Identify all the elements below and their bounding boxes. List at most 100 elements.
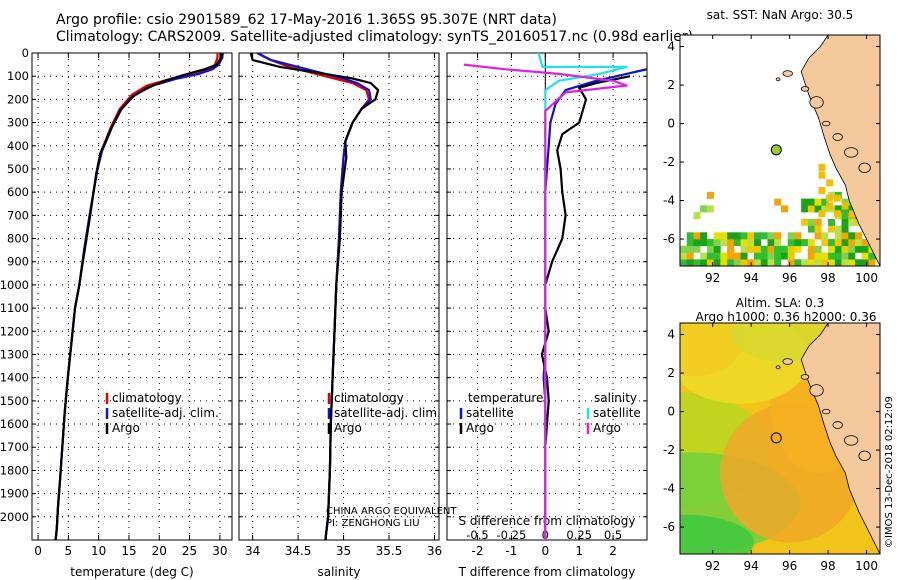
sst-pixel — [700, 259, 708, 266]
y-tick-label: 1800 — [0, 463, 29, 477]
sst-pixel — [747, 239, 755, 247]
sst-pixel — [848, 259, 856, 266]
x-tick-label: 98 — [820, 271, 835, 285]
sst-pixel — [693, 232, 701, 240]
sst-pixel — [814, 232, 822, 240]
island — [844, 147, 859, 158]
series-line-temperature-argo — [540, 75, 631, 540]
sst-pixel — [700, 232, 708, 240]
temperature-profile: 0 5 10 15 20 25 300100200300400500600700800900… — [0, 46, 233, 579]
island — [821, 120, 831, 127]
sst-pixel — [841, 212, 849, 220]
sst-pixel — [848, 239, 856, 247]
sst-pixel — [780, 205, 788, 213]
sst-pixel — [814, 205, 822, 213]
sst-pixel — [700, 239, 708, 247]
y-tick-label: 1500 — [0, 394, 29, 408]
sst-pixel — [868, 252, 876, 260]
island — [844, 435, 859, 446]
sst-pixel — [848, 218, 856, 226]
argo-position-marker — [770, 432, 782, 444]
sst-pixel — [848, 252, 856, 260]
y-tick-label: 1100 — [0, 301, 29, 315]
x-tick-label: 0 — [541, 544, 549, 558]
legend-title-temperature: temperature — [468, 391, 543, 405]
sla-field — [680, 323, 746, 377]
sst-pixel — [720, 239, 728, 247]
y-tick-label: -6 — [663, 232, 675, 246]
sst-pixel — [807, 252, 815, 260]
sst-pixel — [740, 259, 748, 266]
map-subtitle: Argo h1000: 0.36 h2000: 0.36 — [696, 310, 877, 324]
sst-pixel — [713, 245, 721, 253]
sst-pixel — [700, 252, 708, 260]
sst-pixel — [713, 252, 721, 260]
sst-pixel — [754, 245, 762, 253]
sst-pixel — [706, 245, 714, 253]
y-tick-label: -2 — [663, 443, 675, 457]
x-tick-label: 20 — [152, 544, 167, 558]
sst-pixel — [841, 252, 849, 260]
y-tick-label: -4 — [663, 194, 675, 208]
secondary-tick-label: 0.25 — [566, 528, 592, 542]
land-mass — [800, 35, 880, 266]
sst-pixel — [855, 245, 862, 253]
sst-pixel — [720, 259, 728, 266]
sst-pixel — [807, 198, 815, 206]
island — [800, 374, 810, 380]
sst-pixel — [814, 198, 822, 206]
sst-pixel — [740, 232, 748, 240]
sst-pixel — [693, 245, 701, 253]
sst-pixel — [828, 245, 836, 253]
sst-pixel — [747, 245, 755, 253]
x-tick-label: 100 — [855, 559, 878, 573]
sst-pixel — [686, 245, 694, 253]
sst-pixel — [828, 218, 836, 226]
difference-profile: -2 -1 0 1 2 T difference from climatology S di… — [446, 52, 648, 579]
x-tick-label: 94 — [744, 559, 759, 573]
y-tick-label: 1700 — [0, 440, 29, 454]
sst-pixel — [680, 259, 687, 266]
sst-pixel — [727, 245, 735, 253]
salinity-profile: 34 34.5 35 35.5 36 salinity climatologysatelli… — [238, 52, 442, 579]
x-tick-label: 94 — [744, 271, 759, 285]
sst-pixel — [834, 205, 842, 213]
sst-pixel — [861, 239, 869, 247]
x-tick-label: 100 — [855, 271, 878, 285]
sst-pixel — [693, 239, 701, 247]
sst-pixel — [700, 205, 708, 213]
secondary-axis-label: S difference from climatology — [459, 514, 636, 528]
sst-pixel — [686, 259, 694, 266]
x-tick-label: -2 — [472, 544, 484, 558]
sst-pixel — [818, 210, 826, 218]
x-tick-label: 92 — [705, 559, 720, 573]
sst-pixel — [818, 187, 826, 195]
sst-pixel — [727, 252, 735, 260]
plot-frame — [446, 52, 648, 541]
sst-pixel — [828, 259, 836, 266]
sst-pixel — [774, 239, 782, 247]
sst-pixel — [780, 245, 788, 253]
sst-pixel — [754, 252, 762, 260]
legend-entry: climatology — [112, 391, 182, 405]
sst-pixel — [706, 252, 714, 260]
legend-title-salinity: salinity — [594, 391, 637, 405]
x-tick-label: 34.5 — [285, 544, 312, 558]
sst-pixel — [801, 239, 809, 247]
sst-pixel — [814, 259, 822, 266]
sst-pixel — [807, 218, 815, 226]
island — [775, 365, 781, 370]
y-tick-label: 0 — [667, 117, 675, 131]
sst-pixel — [740, 239, 748, 247]
sst-pixel — [834, 245, 842, 253]
sst-pixel — [828, 239, 836, 247]
sst-pixel — [833, 210, 841, 218]
x-tick-label: 96 — [782, 559, 797, 573]
title-line-1: Argo profile: csio 2901589_62 17-May-201… — [56, 12, 557, 28]
sst-pixel — [754, 239, 762, 247]
sst-pixel — [733, 239, 741, 247]
sst-pixel — [706, 259, 714, 266]
series-line-salinity-argo — [463, 63, 628, 540]
y-tick-label: 900 — [7, 255, 29, 269]
sst-pixel — [706, 239, 714, 247]
